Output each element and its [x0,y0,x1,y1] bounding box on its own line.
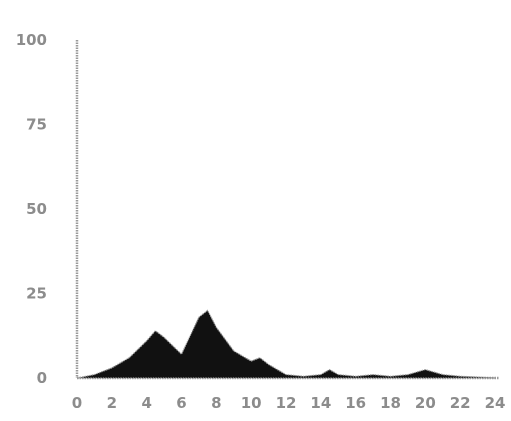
x-tick-label: 14 [310,394,331,412]
y-tick-label: 0 [37,369,47,387]
plot-area [76,309,496,379]
x-tick-label: 22 [450,394,471,412]
y-tick-label: 25 [26,285,47,303]
x-tick-label: 20 [415,394,436,412]
x-tick-label: 16 [345,394,366,412]
x-tick-label: 2 [107,394,117,412]
y-tick-label: 75 [26,116,47,134]
x-tick-label: 10 [241,394,262,412]
y-axis-ticks: 0 25 50 75 100 [16,31,47,387]
x-tick-label: 6 [176,394,186,412]
x-tick-label: 24 [485,394,506,412]
x-tick-label: 4 [141,394,151,412]
y-tick-label: 50 [26,200,47,218]
y-tick-label: 100 [16,31,47,49]
x-tick-label: 0 [72,394,82,412]
area-series-0 [76,309,496,379]
x-axis-ticks: 0 2 4 6 8 10 12 14 16 18 20 22 24 [72,394,506,412]
x-tick-label: 8 [211,394,221,412]
chart-axes [75,40,499,380]
x-tick-label: 12 [276,394,297,412]
x-tick-label: 18 [380,394,401,412]
